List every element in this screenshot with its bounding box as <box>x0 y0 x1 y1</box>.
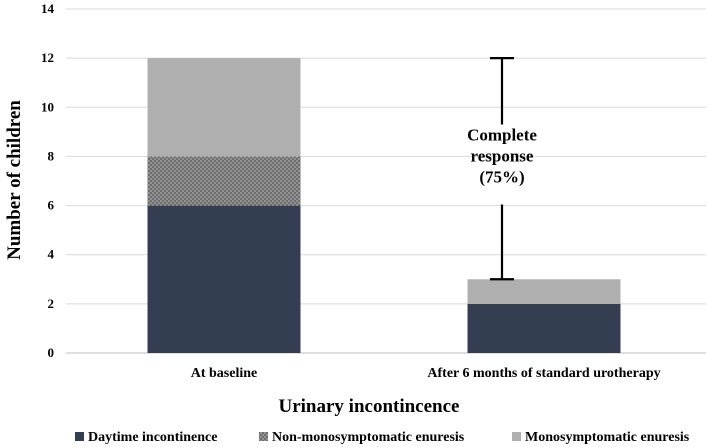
bar-segment <box>147 156 301 206</box>
complete-response-annotation: Complete response (75%) <box>467 57 537 281</box>
y-tick-label: 6 <box>48 198 55 213</box>
y-tick-label: 12 <box>41 50 54 65</box>
x-axis-title: Urinary incontincence <box>278 396 459 417</box>
y-tick-label: 2 <box>48 296 55 311</box>
y-tick-label: 14 <box>41 1 55 16</box>
bar-segment <box>467 303 621 353</box>
y-axis-ticks: 0 2 4 6 8 10 12 14 <box>41 1 55 360</box>
legend-swatch <box>512 432 521 441</box>
annotation-text-line: response <box>471 147 534 166</box>
legend-swatch <box>259 432 268 441</box>
annotation-text-line: (75%) <box>479 168 524 187</box>
bars <box>147 58 621 353</box>
x-tick-label: After 6 months of standard urotherapy <box>427 366 660 381</box>
legend-label: Daytime incontinence <box>88 430 217 445</box>
bar-segment <box>147 58 301 157</box>
legend-swatch <box>75 432 84 441</box>
bar-segment <box>467 279 621 304</box>
bar-segment <box>147 205 301 353</box>
y-tick-label: 4 <box>48 247 55 262</box>
x-tick-label: At baseline <box>191 366 258 381</box>
y-tick-label: 8 <box>48 148 55 163</box>
x-axis-labels: At baseline After 6 months of standard ur… <box>191 366 661 381</box>
annotation-text-line: Complete <box>467 126 537 145</box>
y-tick-label: 0 <box>48 345 55 360</box>
y-tick-label: 10 <box>41 99 54 114</box>
legend: Daytime incontinence Non-monosymptomatic … <box>75 430 690 445</box>
legend-label: Monosymptomatic enuresis <box>525 430 690 445</box>
legend-label: Non-monosymptomatic enuresis <box>272 430 465 445</box>
y-axis-title: Number of children <box>4 100 25 260</box>
